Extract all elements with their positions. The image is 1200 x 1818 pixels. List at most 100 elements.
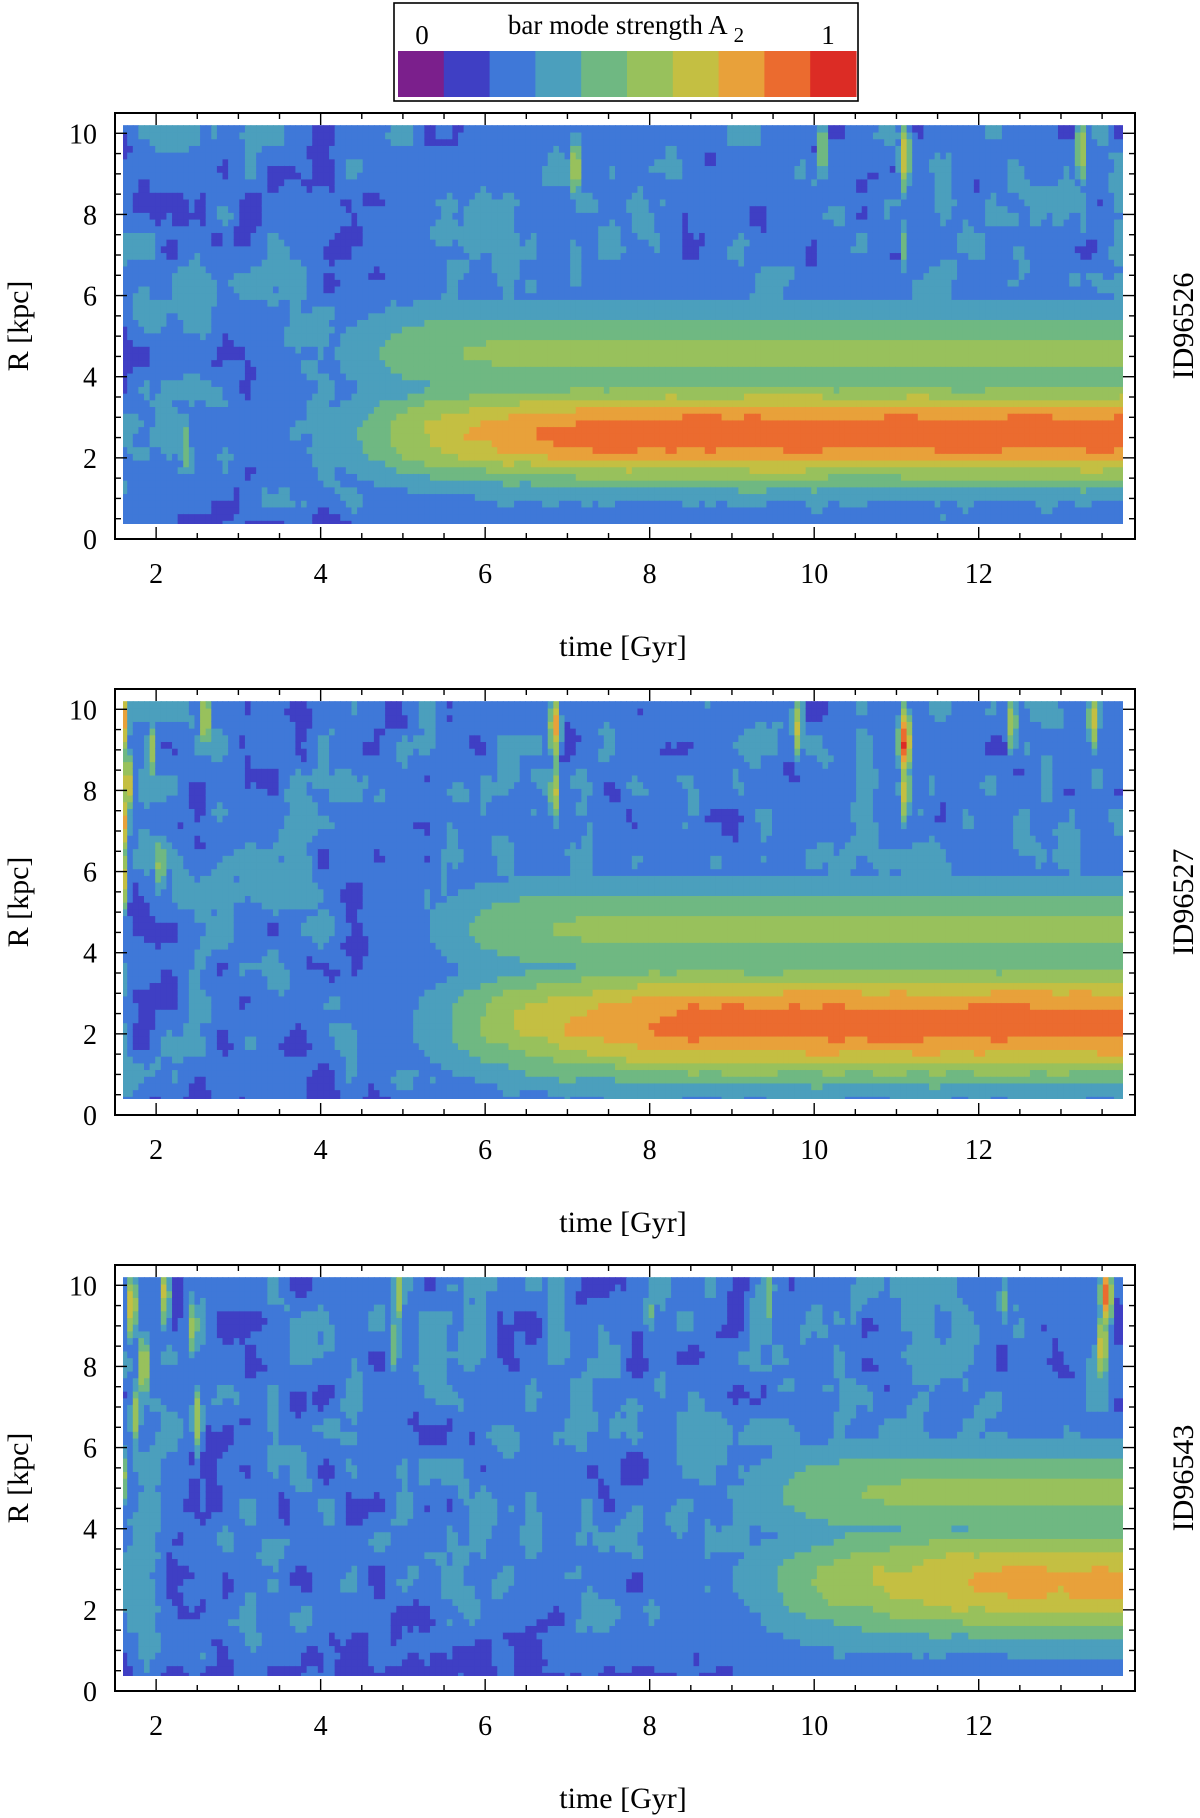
heatmap-cell (188, 192, 196, 200)
heatmap-cell (329, 493, 336, 501)
heatmap-cell (233, 145, 241, 153)
heatmap-cell (458, 426, 465, 434)
heatmap-cell (491, 339, 498, 347)
heatmap-cell (525, 225, 532, 233)
heatmap-cell (536, 500, 543, 508)
heatmap-cell (317, 245, 325, 254)
heatmap-cell (250, 439, 257, 448)
heatmap-cell (267, 433, 274, 441)
heatmap-cell (267, 392, 274, 401)
heatmap-cell (373, 158, 381, 167)
heatmap-cell (373, 265, 381, 274)
heatmap-cell (368, 433, 375, 441)
heatmap-cell (244, 158, 252, 167)
heatmap-cell (278, 466, 285, 474)
heatmap-cell (486, 131, 493, 140)
heatmap-cell (329, 245, 336, 254)
heatmap-cell (486, 506, 493, 515)
heatmap-cell (469, 319, 476, 327)
heatmap-cell (508, 158, 515, 167)
heatmap-cell (205, 479, 212, 488)
heatmap-cell (228, 366, 235, 374)
heatmap-cell (429, 426, 437, 434)
heatmap-cell (301, 252, 308, 260)
heatmap-cell (222, 446, 229, 454)
heatmap-cell (429, 158, 437, 167)
heatmap-cell (256, 272, 263, 280)
heatmap-cell (183, 165, 190, 173)
heatmap-cell (312, 312, 319, 320)
heatmap-cell (508, 225, 515, 233)
heatmap-cell (194, 151, 201, 160)
heatmap-cell (362, 433, 369, 441)
heatmap-cell (211, 212, 218, 220)
heatmap-cell (250, 379, 257, 387)
heatmap-cell (390, 265, 398, 274)
heatmap-cell (334, 500, 341, 508)
heatmap-cell (396, 259, 403, 267)
heatmap-cell (385, 225, 392, 233)
heatmap-cell (458, 520, 465, 524)
heatmap-cell (205, 426, 212, 434)
heatmap-cell (514, 399, 521, 408)
heatmap-cell (379, 312, 386, 320)
heatmap-cell (334, 466, 341, 474)
heatmap-cell (429, 486, 437, 495)
heatmap-cell (200, 178, 207, 187)
heatmap-cell (188, 131, 196, 140)
heatmap-cell (183, 131, 190, 140)
heatmap-cell (200, 299, 207, 307)
heatmap-cell (429, 520, 437, 524)
heatmap-cell (407, 198, 414, 207)
heatmap-cell (222, 238, 229, 247)
heatmap-cell (211, 473, 218, 481)
heatmap-cell (373, 399, 381, 408)
heatmap-cell (469, 279, 476, 287)
heatmap-cell (525, 439, 532, 448)
heatmap-cell (172, 319, 179, 327)
heatmap-cell (155, 446, 162, 454)
heatmap-cell (396, 479, 403, 488)
heatmap-cell (155, 158, 162, 167)
heatmap-cell (424, 279, 431, 287)
heatmap-cell (267, 198, 274, 207)
heatmap-cell (138, 145, 145, 153)
heatmap-cell (289, 339, 297, 347)
heatmap-cell (407, 312, 414, 320)
heatmap-cell (491, 178, 498, 187)
heatmap-cell (362, 232, 369, 240)
heatmap-cell (351, 212, 358, 220)
heatmap-cell (474, 506, 482, 515)
heatmap-cell (558, 386, 566, 394)
heatmap-cell (514, 346, 521, 354)
heatmap-cell (149, 500, 156, 508)
heatmap-cell (222, 332, 229, 341)
heatmap-cell (502, 459, 510, 468)
heatmap-cell (401, 225, 409, 233)
heatmap-cell (547, 500, 555, 508)
heatmap-cell (553, 319, 560, 327)
heatmap-cell (368, 165, 375, 173)
heatmap-cell (379, 145, 386, 153)
heatmap-cell (385, 372, 392, 381)
heatmap-cell (306, 513, 313, 521)
heatmap-cell (401, 205, 409, 213)
heatmap-cell (272, 252, 280, 260)
heatmap-cell (547, 346, 555, 354)
heatmap-cell (491, 506, 498, 515)
heatmap-cell (553, 493, 560, 501)
heatmap-cell (446, 192, 454, 200)
heatmap-cell (368, 212, 375, 220)
heatmap-cell (553, 500, 560, 508)
heatmap-cell (278, 138, 285, 146)
heatmap-cell (446, 479, 454, 488)
heatmap-cell (508, 352, 515, 361)
heatmap-cell (272, 466, 280, 474)
heatmap-cell (194, 218, 201, 227)
heatmap-cell (463, 399, 470, 408)
heatmap-cell (424, 252, 431, 260)
heatmap-cell (497, 158, 504, 167)
heatmap-cell (289, 346, 297, 354)
heatmap-cell (149, 138, 156, 146)
heatmap-cell (205, 346, 212, 354)
